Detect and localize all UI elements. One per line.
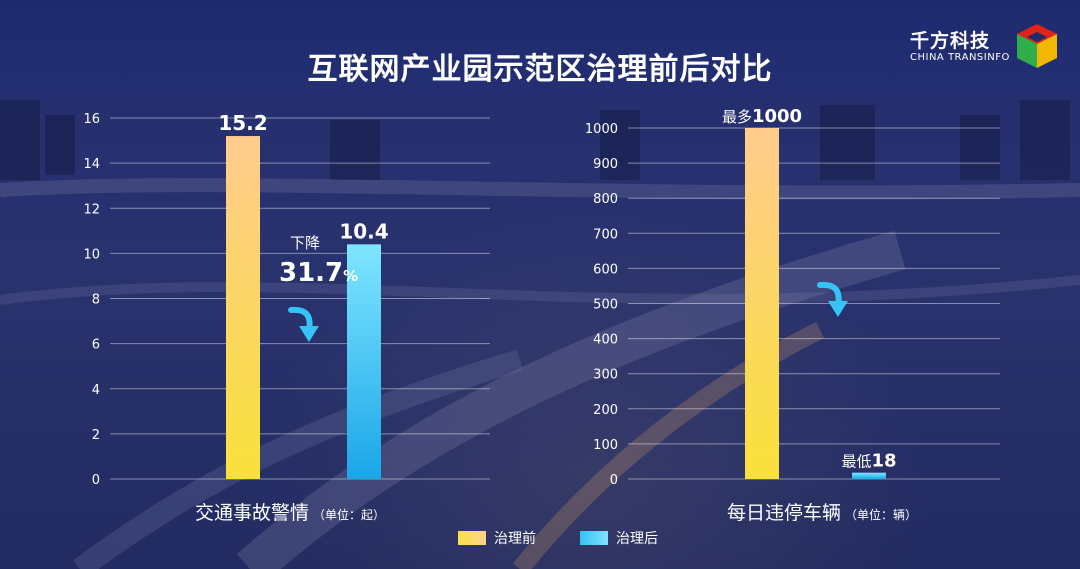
chart1-ytick-label: 2 (92, 428, 100, 443)
chart1-ytick-label: 10 (83, 247, 100, 262)
chart1-ytick-label: 4 (92, 383, 100, 398)
chart1-caption-text: 交通事故警情 (195, 502, 310, 524)
chart1-value-label-before: 15.2 (218, 111, 267, 135)
chart1-bar-before (226, 136, 260, 480)
company-logo: 千方科技 CHINA TRANSINFO (910, 22, 1060, 72)
logo-chinese-name: 千方科技 (910, 30, 991, 52)
chart1-ytick-label: 6 (92, 338, 100, 353)
chart1-ytick-label: 14 (83, 157, 100, 172)
chart2-value-label-after: 最低18 (841, 451, 896, 472)
legend-swatch-before (458, 531, 486, 545)
chart2-ytick-label: 500 (593, 298, 618, 313)
chart1-ytick-label: 12 (83, 202, 100, 217)
decline-label: 下降 (290, 234, 321, 252)
legend-item-before: 治理前 (458, 528, 536, 548)
chart2-ytick-label: 200 (593, 403, 618, 418)
chart2-ytick-label: 800 (593, 192, 618, 207)
decline-value: 31.7% (279, 258, 358, 288)
chart1-unit: （单位：起） (313, 508, 386, 522)
chart1-value-label-after: 10.4 (339, 219, 388, 243)
decline-percent-sign: % (343, 267, 359, 285)
chart2-ytick-label: 300 (593, 368, 618, 383)
chart2-ytick-label: 600 (593, 262, 618, 277)
chart2-bar-before (745, 128, 779, 479)
chart2-ytick-label: 100 (593, 438, 618, 453)
decline-percent: 31.7 (279, 258, 344, 288)
chart2-ytick-label: 400 (593, 333, 618, 348)
chart1-ytick-label: 0 (92, 473, 100, 488)
chart2-ytick-label: 0 (610, 473, 618, 488)
chart2-ytick-label: 900 (593, 157, 618, 172)
cube-logo-icon (1017, 24, 1057, 68)
chart2-unit: （单位：辆） (845, 508, 918, 522)
chart2-ytick-label: 700 (593, 227, 618, 242)
chart2-ytick-label: 1000 (585, 122, 618, 137)
decline-arrow-icon-2-head (828, 301, 848, 317)
legend-swatch-after (580, 531, 608, 545)
chart2-value-label-before: 最多1000 (722, 106, 802, 127)
legend-item-after: 治理后 (580, 528, 658, 548)
chart2-caption: 每日违停车辆 （单位：辆） (727, 498, 917, 525)
legend-label-after: 治理后 (616, 531, 658, 547)
decline-arrow-icon-head (299, 326, 319, 342)
chart1-bar-after (347, 244, 381, 479)
chart1-ytick-label: 8 (92, 293, 100, 308)
chart2-bar-after (852, 472, 886, 479)
legend-label-before: 治理前 (494, 531, 536, 547)
chart-title: 互联网产业园示范区治理前后对比 (307, 52, 773, 87)
logo-english-name: CHINA TRANSINFO (910, 52, 1010, 63)
chart1-caption: 交通事故警情 （单位：起） (195, 498, 385, 525)
chart1-ytick-label: 16 (83, 112, 100, 127)
chart2-caption-text: 每日违停车辆 (727, 502, 842, 524)
